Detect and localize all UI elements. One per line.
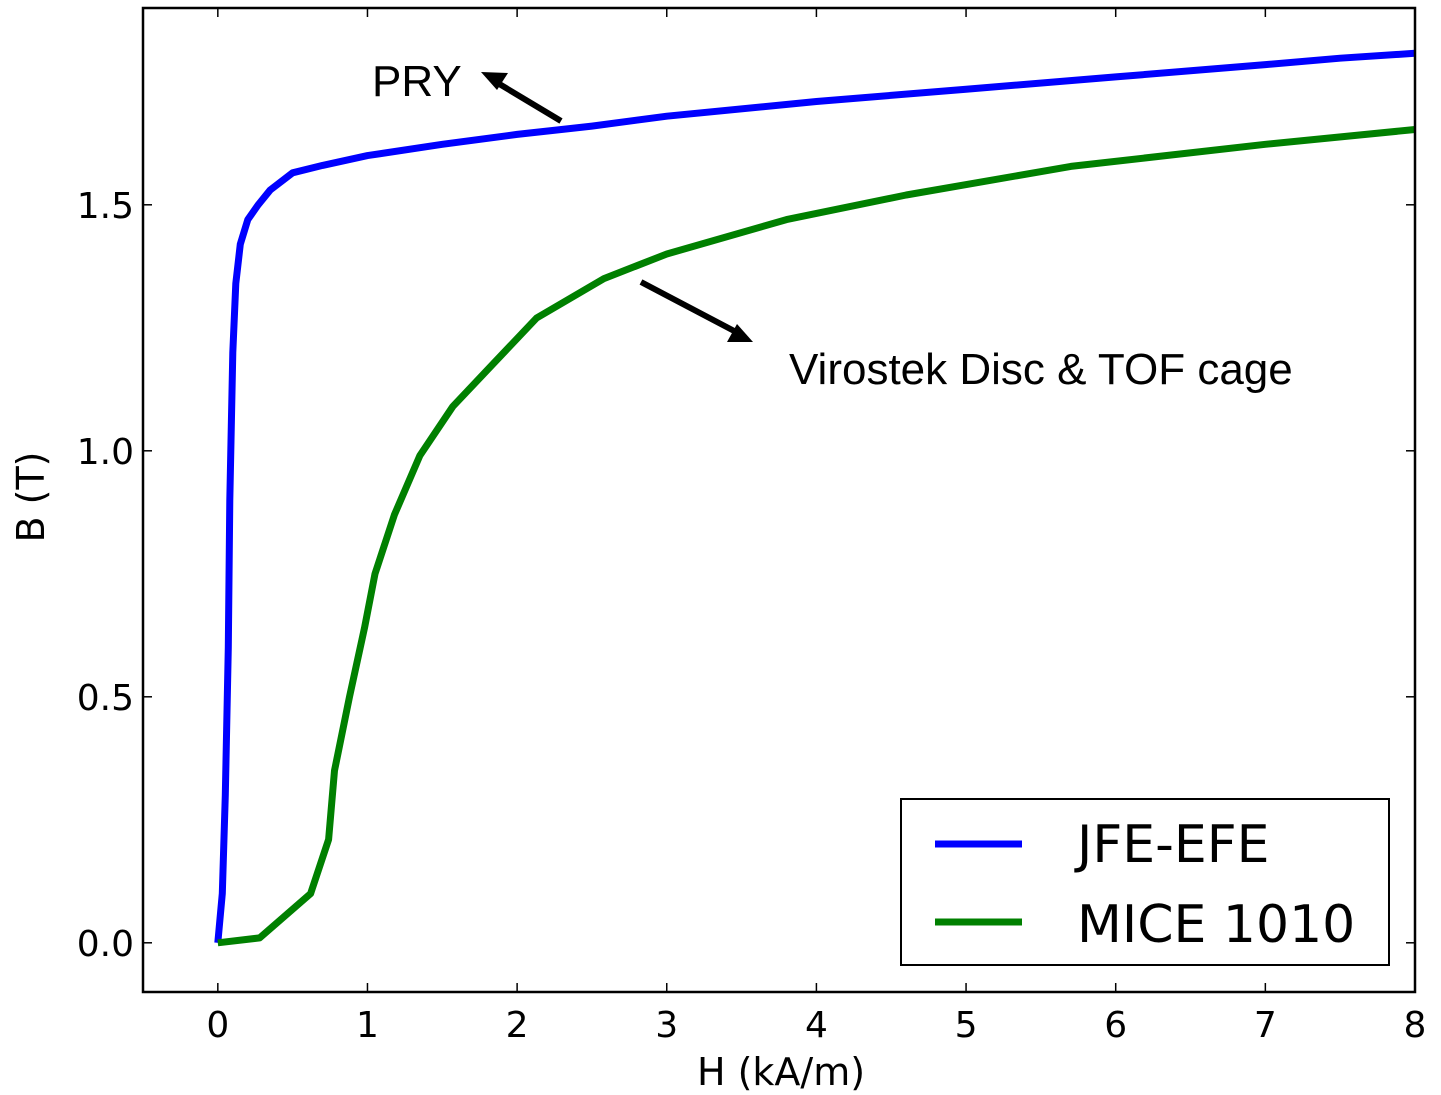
series-line-jfe-efe bbox=[214, 49, 1416, 944]
legend-label-jfe-efe: JFE-EFE bbox=[1074, 815, 1270, 875]
annotation-virostek-arrow bbox=[639, 279, 740, 336]
x-tick-label-2: 2 bbox=[506, 1005, 529, 1046]
series-lines bbox=[214, 49, 1416, 947]
annotation-pry-text: PRY bbox=[372, 57, 462, 106]
x-tick-label-8: 8 bbox=[1404, 1005, 1427, 1046]
x-tick-label-6: 6 bbox=[1104, 1005, 1127, 1046]
y-tick-label-1: 0.5 bbox=[77, 678, 134, 719]
x-tick-label-7: 7 bbox=[1254, 1005, 1277, 1046]
series-line-mice-1010 bbox=[217, 126, 1416, 947]
y-tick-label-3: 1.5 bbox=[77, 186, 134, 227]
x-tick-labels: 0 1 2 3 4 5 6 7 8 bbox=[206, 1005, 1426, 1046]
annotation-virostek-text: Virostek Disc & TOF cage bbox=[789, 345, 1293, 394]
annotation-pry-arrowhead bbox=[481, 72, 508, 90]
annotation-virostek: Virostek Disc & TOF cage bbox=[639, 279, 1293, 394]
legend-label-mice-1010: MICE 1010 bbox=[1077, 895, 1355, 955]
x-tick-label-3: 3 bbox=[655, 1005, 678, 1046]
x-axis-label: H (kA/m) bbox=[697, 1050, 865, 1094]
x-tick-label-4: 4 bbox=[805, 1005, 828, 1046]
x-tick-label-5: 5 bbox=[955, 1005, 978, 1046]
annotation-virostek-arrowhead bbox=[727, 324, 753, 342]
x-tick-label-1: 1 bbox=[356, 1005, 379, 1046]
legend: JFE-EFE MICE 1010 bbox=[900, 798, 1390, 966]
x-tick-label-0: 0 bbox=[206, 1005, 229, 1046]
annotation-pry: PRY bbox=[372, 57, 563, 124]
y-tick-label-2: 1.0 bbox=[77, 432, 134, 473]
y-tick-label-0: 0.0 bbox=[77, 924, 134, 965]
y-axis-label: B (T) bbox=[9, 451, 53, 542]
legend-box bbox=[900, 798, 1390, 966]
annotation-pry-arrow bbox=[494, 79, 563, 124]
axis-ticks bbox=[143, 8, 1416, 992]
y-tick-labels: 0.0 0.5 1.0 1.5 bbox=[77, 186, 134, 965]
plot-frame bbox=[141, 6, 1417, 994]
